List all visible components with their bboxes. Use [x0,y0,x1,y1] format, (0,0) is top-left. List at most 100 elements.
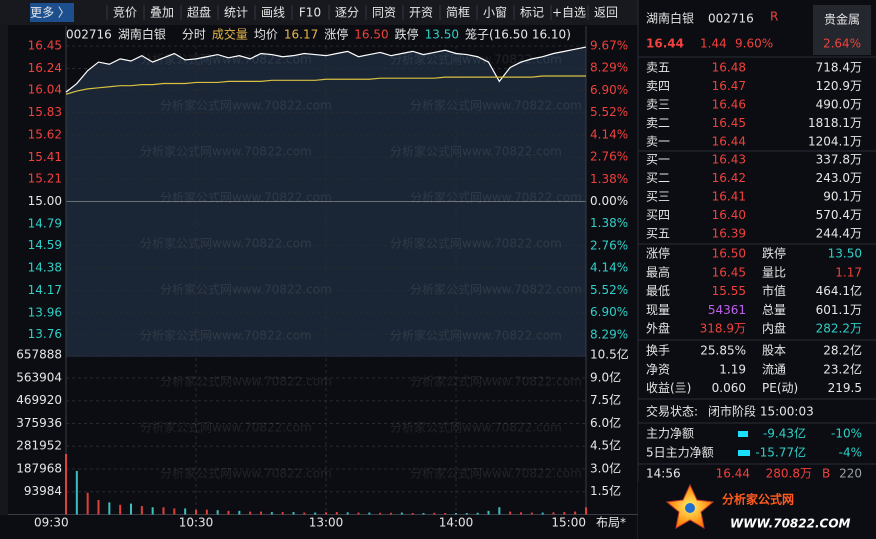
y2-tick-label: 6.90% [590,83,628,97]
stat-value: 16.50 [712,247,746,261]
volume-bar [433,512,436,515]
y2-tick-label: 0.00% [590,194,628,208]
toolbar-button[interactable]: +自选 [552,6,586,20]
toolbar-button[interactable]: F10 [299,6,321,20]
layout-button[interactable]: 布局* [596,516,626,530]
tick-trade: 220 [839,467,862,481]
stat-value: 16.45 [712,265,746,279]
volume-bar [509,511,512,515]
logo-title: 分析家公式网 [722,492,794,507]
volume-bar [574,511,577,515]
volume-y2-tick-label: 9.0亿 [590,369,621,384]
y-tick-label: 14.17 [28,283,62,297]
volume-bar [465,513,468,515]
tick-trade: 14:56 [646,467,681,481]
toolbar-button[interactable]: 更多 〉 [30,6,70,20]
toolbar-button[interactable]: 小窗 [483,6,507,20]
y-tick-label: 16.04 [28,82,62,96]
book-price: 16.44 [712,135,746,149]
side-strip [0,25,8,515]
volume-bar [119,504,122,515]
toolbar-button[interactable]: 统计 [224,6,248,20]
volume-bar [444,513,447,515]
volume-y2-tick-label: 10.5亿 [590,347,629,362]
toolbar-button[interactable]: 竞价 [113,6,137,20]
toolbar-button[interactable]: 超盘 [187,5,211,20]
book-volume: 243.0万 [816,171,862,185]
book-label: 买二 [646,171,670,185]
status-label: 交易状态: [646,404,698,419]
watermark: 分析家公式网www.70822.com [390,236,562,251]
flow-amount: -9.43亿 [763,426,806,441]
volume-bar [216,510,219,515]
volume-bar [75,470,78,515]
stat-label: 换手 [646,344,670,358]
price-line [65,75,586,95]
volume-bar [249,511,252,515]
sector-change: 2.64% [823,37,861,51]
toolbar-button[interactable]: 返回 [594,6,618,20]
stat-value: 464.1亿 [816,283,862,298]
toolbar [0,0,638,25]
volume-tick-label: 469920 [16,393,62,407]
flow-label: 主力净额 [646,427,694,441]
book-volume: 718.4万 [816,61,862,75]
watermark: 分析家公式网www.70822.com [140,144,312,159]
chart-header-limit-down-label: 跌停 [395,27,419,42]
stat-label: 最低 [646,284,670,298]
y2-tick-label: 8.29% [590,327,628,341]
watermark: 分析家公式网www.70822.com [140,420,312,435]
volume-bar [151,507,154,515]
last-price: 16.44 [646,37,684,51]
book-label: 卖三 [646,98,670,112]
watermark: 分析家公式网www.70822.com [390,328,562,343]
stat-value: 1.19 [719,362,746,376]
toolbar-button[interactable]: 开资 [409,6,433,20]
stat-value: 0.060 [712,381,746,395]
toolbar-button[interactable]: 同资 [372,6,396,20]
book-price: 16.48 [712,61,746,75]
toolbar-button[interactable]: 叠加 [150,6,174,20]
tick-trade: B [822,467,830,481]
chart-header-name: 湖南白银 [118,27,166,42]
book-volume: 244.4万 [816,227,862,241]
volume-y2-tick-label: 1.5亿 [590,483,621,498]
stat-value: 1.17 [835,265,862,279]
chart-header-avg-value: 16.17 [284,28,318,42]
toolbar-button[interactable]: 简框 [446,6,470,20]
book-label: 卖一 [646,135,670,149]
y-tick-label: 15.62 [28,128,62,142]
toolbar-button[interactable]: 标记 [520,6,544,20]
volume-y2-tick-label: 3.0亿 [590,460,621,475]
y-tick-label: 13.76 [28,327,62,341]
volume-bar [227,510,230,515]
book-label: 卖四 [646,79,670,93]
volume-bar [455,513,457,515]
volume-bar [86,492,89,515]
volume-bar [563,512,566,515]
chart-header-limit-down: 13.50 [425,28,459,42]
book-volume: 1204.1万 [808,135,862,149]
volume-bar [140,506,143,515]
volume-bar [379,512,382,515]
volume-bar [346,512,349,515]
book-volume: 490.0万 [816,98,862,112]
volume-bar [541,512,544,515]
volume-bar [357,512,360,515]
toolbar-button[interactable]: 逐分 [335,6,359,20]
volume-bar [184,508,187,515]
stat-label: 最高 [646,264,670,279]
logo-icon [665,483,715,529]
volume-tick-label: 657888 [16,348,62,362]
volume-bar [530,512,533,515]
toolbar-button[interactable]: 画线 [261,6,285,20]
book-label: 买三 [646,190,670,204]
logo-dot [685,503,695,513]
volume-tick-label: 93984 [24,484,62,498]
book-price: 16.43 [712,153,746,167]
y2-tick-label: 9.67% [590,39,628,53]
watermark: 分析家公式网www.70822.com [410,98,582,113]
x-tick-label: 09:30 [34,516,69,530]
stat-label: 量比 [762,265,786,279]
